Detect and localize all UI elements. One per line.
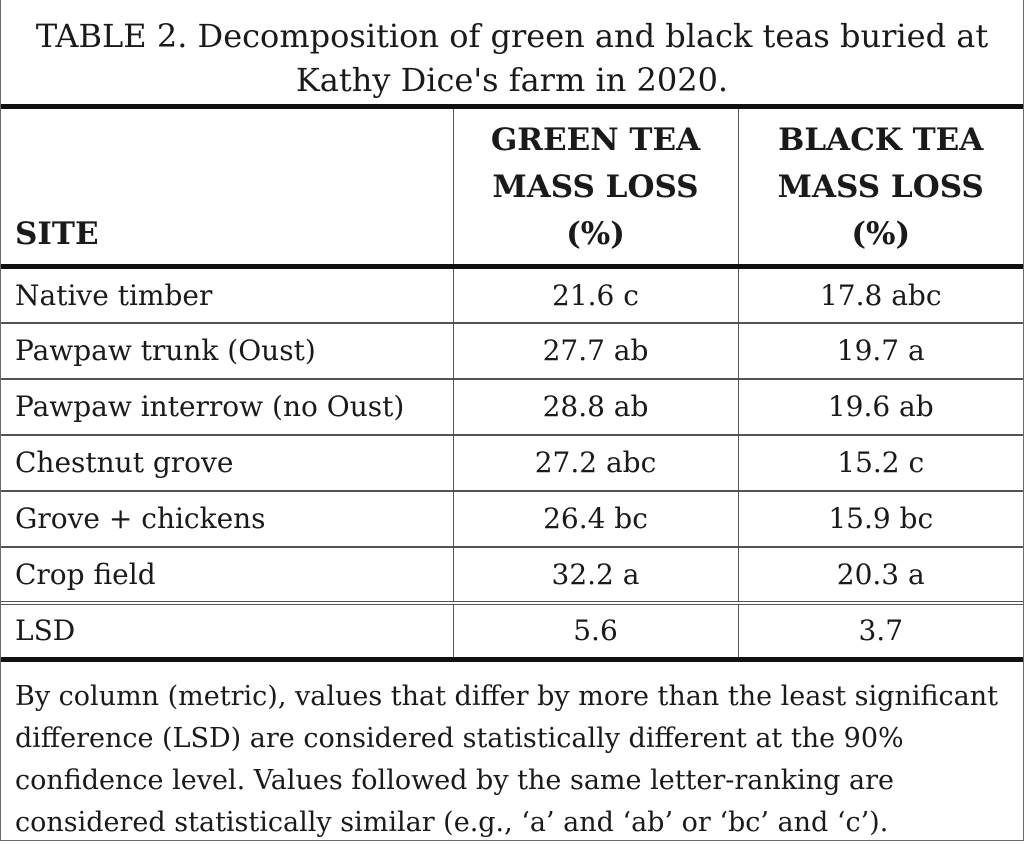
- cell-site: Chestnut grove: [1, 434, 453, 492]
- cell-green: 32.2 a: [452, 546, 738, 604]
- cell-black: 20.3 a: [737, 546, 1023, 604]
- header-row: SITE GREEN TEA MASS LOSS (%) BLACK TEA M…: [1, 106, 1023, 267]
- header-site: SITE: [15, 216, 99, 252]
- cell-site: Grove + chickens: [1, 490, 453, 548]
- cell-black: 15.2 c: [737, 434, 1023, 492]
- cell-lsd-black: 3.7: [737, 600, 1023, 662]
- cell-green: 26.4 bc: [452, 490, 738, 548]
- cell-black: 15.9 bc: [737, 490, 1023, 548]
- cell-lsd-green: 5.6: [452, 600, 738, 662]
- cell-black: 19.7 a: [737, 322, 1023, 380]
- cell-site: Native timber: [1, 266, 453, 324]
- cell-lsd-label: LSD: [1, 600, 453, 662]
- table-footnote: By column (metric), values that differ b…: [15, 681, 998, 838]
- table-row: Pawpaw interrow (no Oust) 28.8 ab 19.6 a…: [1, 378, 1023, 436]
- table-row: Crop field 32.2 a 20.3 a: [1, 546, 1023, 604]
- cell-site: Crop field: [1, 546, 453, 604]
- table-caption: TABLE 2. Decomposition of green and blac…: [1, 0, 1023, 104]
- cell-black: 19.6 ab: [737, 378, 1023, 436]
- cell-black: 17.8 abc: [737, 266, 1023, 324]
- table-row: Grove + chickens 26.4 bc 15.9 bc: [1, 490, 1023, 548]
- table-row: Pawpaw trunk (Oust) 27.7 ab 19.7 a: [1, 322, 1023, 380]
- cell-green: 21.6 c: [452, 266, 738, 324]
- header-green-tea: GREEN TEA MASS LOSS (%): [452, 106, 738, 267]
- lsd-row: LSD 5.6 3.7: [1, 600, 1023, 662]
- caption-line-2: Kathy Dice's farm in 2020.: [295, 61, 729, 99]
- cell-site: Pawpaw trunk (Oust): [1, 322, 453, 380]
- caption-line-1: TABLE 2. Decomposition of green and blac…: [35, 17, 989, 55]
- cell-site: Pawpaw interrow (no Oust): [1, 378, 453, 436]
- table-row: Native timber 21.6 c 17.8 abc: [1, 266, 1023, 324]
- header-black-tea: BLACK TEA MASS LOSS (%): [737, 106, 1023, 267]
- table-row: Chestnut grove 27.2 abc 15.2 c: [1, 434, 1023, 492]
- cell-green: 27.7 ab: [452, 322, 738, 380]
- results-table: SITE GREEN TEA MASS LOSS (%) BLACK TEA M…: [1, 104, 1023, 662]
- cell-green: 27.2 abc: [452, 434, 738, 492]
- cell-green: 28.8 ab: [452, 378, 738, 436]
